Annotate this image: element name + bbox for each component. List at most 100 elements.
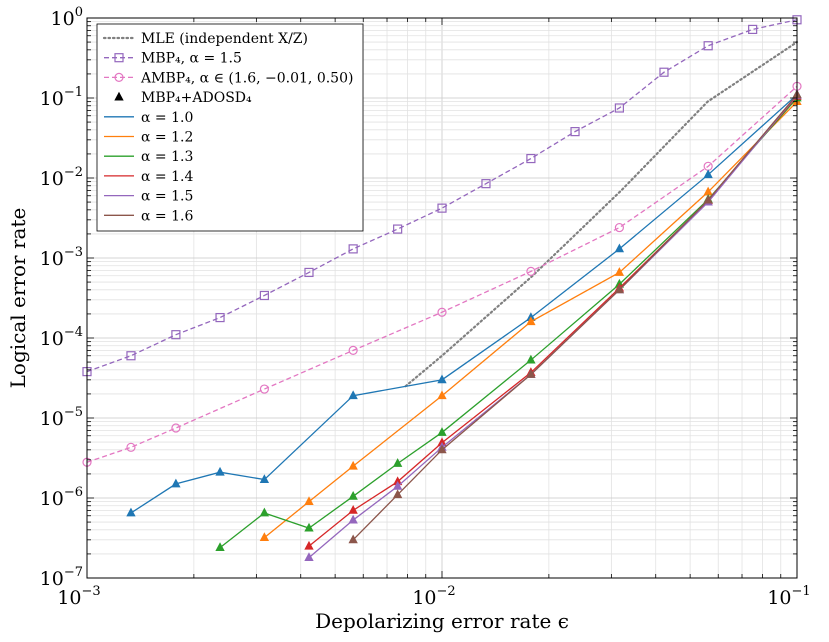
data-point: [437, 203, 447, 213]
data-point: [526, 369, 536, 378]
data-point: [748, 24, 758, 35]
legend-entry: AMBP₄, α ∈ (1.6, −0.01, 0.50): [104, 70, 353, 86]
series-line: [86, 85, 798, 463]
data-point: [348, 345, 358, 355]
data-point: [259, 474, 270, 483]
data-point: [526, 266, 536, 276]
y-tick-label: 10−4: [40, 325, 83, 350]
data-point: [392, 489, 403, 499]
y-tick-label: 10−5: [40, 405, 83, 430]
legend-entry: α = 1.4: [104, 169, 193, 185]
series-6: [304, 90, 802, 550]
series-line: [352, 94, 798, 541]
series-line: [130, 94, 798, 514]
series-line: [404, 40, 799, 388]
data-point: [437, 444, 447, 454]
y-tick-label: 10−3: [40, 245, 83, 270]
x-tick-label: 10−1: [767, 584, 810, 609]
y-tick-label: 10−7: [40, 565, 83, 590]
axis-ticks: 10−3 10−2 10−1 100 10−1 10−2 10−3 10−4 10−5 10−6 1…: [40, 5, 811, 609]
data-point: [526, 153, 536, 164]
legend-label: α = 1.0: [141, 110, 193, 126]
data-point: [304, 540, 314, 550]
legend-label: α = 1.5: [141, 189, 193, 205]
legend-entry: α = 1.3: [104, 149, 193, 165]
data-point: [437, 390, 447, 400]
series-7: [304, 89, 802, 561]
series-8: [348, 89, 802, 544]
legend-label: α = 1.3: [141, 149, 193, 165]
legend-entry: α = 1.5: [104, 189, 193, 205]
legend: MLE (independent X/Z) MBP₄, α = 1.5 AMBP₄,…: [96, 23, 364, 232]
legend-entry: α = 1.6: [104, 208, 193, 224]
series-2: [82, 81, 802, 467]
series-line: [219, 97, 798, 549]
x-axis-label: Depolarizing error rate ϵ: [315, 609, 569, 633]
legend-entry: MBP₄+ADOSD₄: [114, 90, 252, 106]
legend-label: α = 1.6: [141, 208, 193, 224]
y-tick-label: 10−1: [40, 85, 83, 110]
data-point: [392, 480, 403, 490]
y-tick-label: 10−2: [40, 165, 83, 190]
data-point: [348, 244, 358, 254]
legend-label: MBP₄, α = 1.5: [141, 51, 242, 67]
data-point: [126, 507, 136, 517]
data-point: [171, 330, 181, 340]
data-point: [348, 534, 358, 544]
data-point: [259, 507, 270, 517]
legend-entry: α = 1.0: [104, 110, 193, 126]
y-axis-label: Logical error rate: [6, 208, 30, 389]
legend-label: MLE (independent X/Z): [141, 31, 308, 47]
data-point: [259, 290, 269, 301]
legend-marker: [114, 72, 124, 83]
legend-label: α = 1.4: [141, 169, 193, 185]
data-point: [259, 384, 269, 394]
data-point: [304, 522, 314, 532]
y-tick-label: 10−6: [40, 485, 83, 510]
legend-label: AMBP₄, α ∈ (1.6, −0.01, 0.50): [140, 70, 353, 86]
data-point: [614, 267, 625, 276]
data-point: [437, 374, 447, 384]
data-point: [304, 496, 314, 506]
data-point: [481, 179, 491, 189]
data-point: [126, 442, 136, 452]
data-point: [437, 307, 447, 317]
legend-entry: MLE (independent X/Z): [102, 31, 308, 47]
data-point: [348, 460, 358, 470]
data-point: [259, 532, 270, 541]
x-tick-label: 10−3: [57, 584, 100, 609]
series-0: [404, 40, 799, 388]
data-point: [393, 224, 403, 234]
data-point: [171, 478, 181, 488]
legend-entry: MBP₄, α = 1.5: [104, 51, 242, 67]
data-point: [215, 312, 225, 323]
data-point: [659, 67, 669, 77]
series-line: [308, 94, 798, 559]
data-point: [526, 316, 536, 326]
data-point: [171, 423, 181, 433]
series-line: [263, 101, 798, 539]
data-point: [703, 194, 713, 204]
data-point: [703, 41, 713, 51]
data-point: [348, 514, 358, 524]
series-4: [259, 96, 802, 541]
y-tick-label: 100: [51, 5, 83, 30]
legend-entry: α = 1.2: [104, 130, 193, 146]
legend-box: [96, 23, 364, 232]
data-point: [215, 542, 225, 551]
legend-label: MBP₄+ADOSD₄: [141, 90, 252, 106]
data-point: [614, 103, 624, 113]
x-tick-label: 10−2: [412, 584, 455, 609]
data-point: [614, 222, 624, 233]
data-point: [526, 354, 536, 364]
data-point: [304, 552, 314, 561]
data-point: [570, 127, 580, 137]
series-line: [308, 95, 798, 547]
data-point: [348, 490, 358, 500]
data-point: [614, 243, 625, 253]
data-point: [304, 267, 314, 278]
legend-marker: [114, 53, 124, 63]
legend-label: α = 1.2: [141, 130, 193, 146]
data-point: [614, 284, 625, 294]
